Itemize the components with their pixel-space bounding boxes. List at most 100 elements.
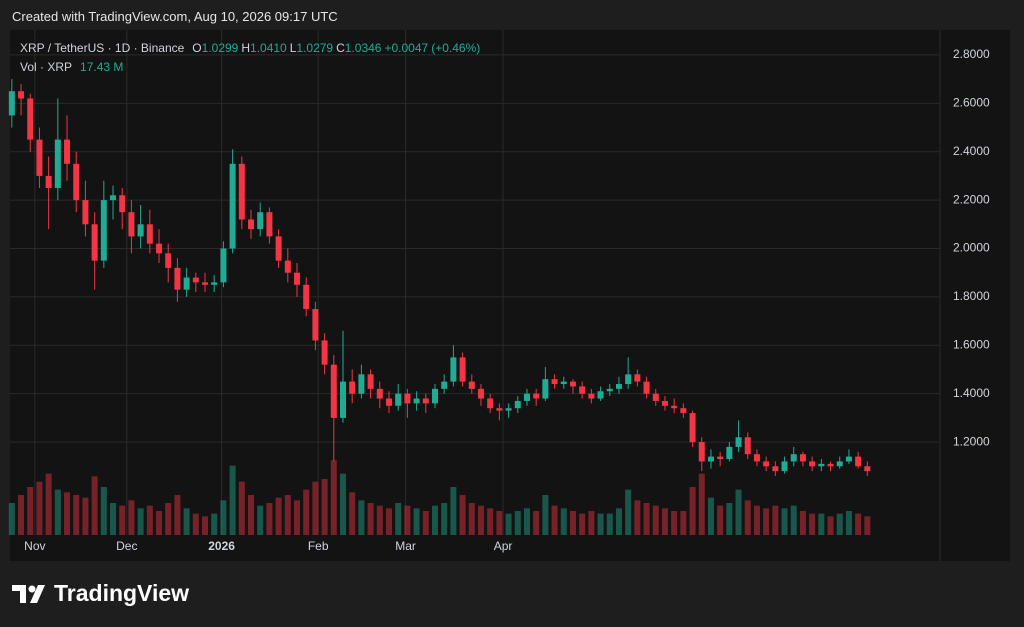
candle-body bbox=[680, 408, 687, 414]
legend: XRP / TetherUS · 1D · Binance O1.0299 H1.0… bbox=[20, 39, 483, 77]
volume-bar bbox=[64, 492, 71, 535]
volume-bar bbox=[625, 489, 632, 535]
x-tick-label: Mar bbox=[395, 539, 416, 553]
volume-bar bbox=[128, 500, 135, 535]
candle-body bbox=[477, 388, 484, 399]
volume-bar bbox=[8, 503, 15, 535]
volume-bar bbox=[36, 481, 43, 535]
volume-bar bbox=[533, 511, 540, 535]
y-tick-label: 1.4000 bbox=[953, 386, 990, 400]
candle-body bbox=[625, 374, 632, 385]
candle-body bbox=[542, 379, 549, 399]
volume-bar bbox=[395, 503, 402, 535]
volume-bar bbox=[284, 495, 291, 535]
candle-body bbox=[836, 461, 843, 467]
y-tick-label: 1.8000 bbox=[953, 289, 990, 303]
volume-bar bbox=[294, 500, 301, 535]
volume-bar bbox=[772, 505, 779, 535]
ohlc-key: L bbox=[289, 41, 297, 55]
volume-bar bbox=[220, 500, 227, 535]
volume-bar bbox=[229, 465, 236, 535]
volume-bar bbox=[726, 503, 733, 535]
volume-bar bbox=[413, 508, 420, 535]
volume-bar bbox=[91, 476, 98, 535]
volume-bar bbox=[330, 460, 337, 535]
candle-body bbox=[54, 139, 61, 189]
volume-bar bbox=[266, 503, 273, 535]
volume-bar bbox=[560, 508, 567, 535]
candle-body bbox=[110, 195, 117, 201]
volume-bar bbox=[73, 495, 80, 535]
volume-bar bbox=[505, 513, 512, 535]
candle-body bbox=[707, 456, 714, 462]
candle-body bbox=[36, 139, 43, 176]
candle-body bbox=[284, 260, 291, 273]
candle-body bbox=[753, 454, 760, 462]
volume-bar bbox=[698, 473, 705, 535]
candle-body bbox=[174, 267, 181, 290]
candle-body bbox=[487, 398, 494, 409]
volume-bar bbox=[339, 473, 346, 535]
volume-bar bbox=[54, 489, 61, 535]
volume-bar bbox=[836, 513, 843, 535]
volume-bar bbox=[137, 508, 144, 535]
candle-body bbox=[128, 212, 135, 237]
candle-body bbox=[551, 379, 558, 385]
candle-body bbox=[818, 463, 825, 467]
x-tick-label: Nov bbox=[24, 539, 45, 553]
volume-bar bbox=[827, 516, 834, 535]
volume-bar bbox=[588, 511, 595, 535]
volume-bar bbox=[376, 505, 383, 535]
volume-title: Vol · XRP bbox=[20, 60, 73, 74]
candle-body bbox=[505, 408, 512, 411]
candle-body bbox=[781, 461, 788, 472]
x-tick-label: 2026 bbox=[208, 539, 235, 553]
volume-bar bbox=[303, 489, 310, 535]
volume-bar bbox=[597, 513, 604, 535]
candle-body bbox=[799, 454, 806, 462]
candle-body bbox=[643, 381, 650, 394]
ohlc-key: H bbox=[241, 41, 251, 55]
volume-bar bbox=[441, 503, 448, 535]
candle-body bbox=[845, 456, 852, 462]
volume-bar bbox=[358, 500, 365, 535]
volume-bar bbox=[717, 505, 724, 535]
candle-body bbox=[468, 381, 475, 389]
candle-body bbox=[652, 393, 659, 401]
volume-bar bbox=[855, 513, 862, 535]
candle-body bbox=[165, 253, 172, 268]
candle-body bbox=[855, 456, 862, 467]
candle-body bbox=[91, 224, 98, 261]
volume-bar bbox=[459, 495, 466, 535]
volume-bar bbox=[257, 505, 264, 535]
volume-bar bbox=[790, 505, 797, 535]
candle-body bbox=[809, 461, 816, 467]
candle-body bbox=[18, 91, 25, 99]
candle-body bbox=[441, 381, 448, 389]
candle-body bbox=[431, 388, 438, 404]
candle-body bbox=[726, 446, 733, 460]
candle-body bbox=[422, 398, 429, 404]
candle-body bbox=[579, 386, 586, 394]
candle-body bbox=[533, 393, 540, 399]
volume-bar bbox=[569, 511, 576, 535]
volume-bar bbox=[192, 513, 199, 535]
volume-bar bbox=[312, 481, 319, 535]
brand: TradingView bbox=[12, 580, 189, 607]
volume-bar bbox=[100, 487, 107, 535]
volume-bar bbox=[523, 508, 530, 535]
volume-bar bbox=[275, 497, 282, 535]
y-tick-label: 2.8000 bbox=[953, 47, 990, 61]
volume-bar bbox=[146, 505, 153, 535]
candle-body bbox=[597, 391, 604, 399]
volume-bar bbox=[477, 505, 484, 535]
candle-body bbox=[615, 384, 622, 389]
change-percent: (+0.46%) bbox=[431, 41, 481, 55]
volume-bar bbox=[542, 495, 549, 535]
candle-body bbox=[211, 282, 218, 285]
candle-body bbox=[45, 175, 52, 189]
volume-bar bbox=[238, 481, 245, 535]
ohlc-value: 1.0346 bbox=[344, 41, 382, 55]
